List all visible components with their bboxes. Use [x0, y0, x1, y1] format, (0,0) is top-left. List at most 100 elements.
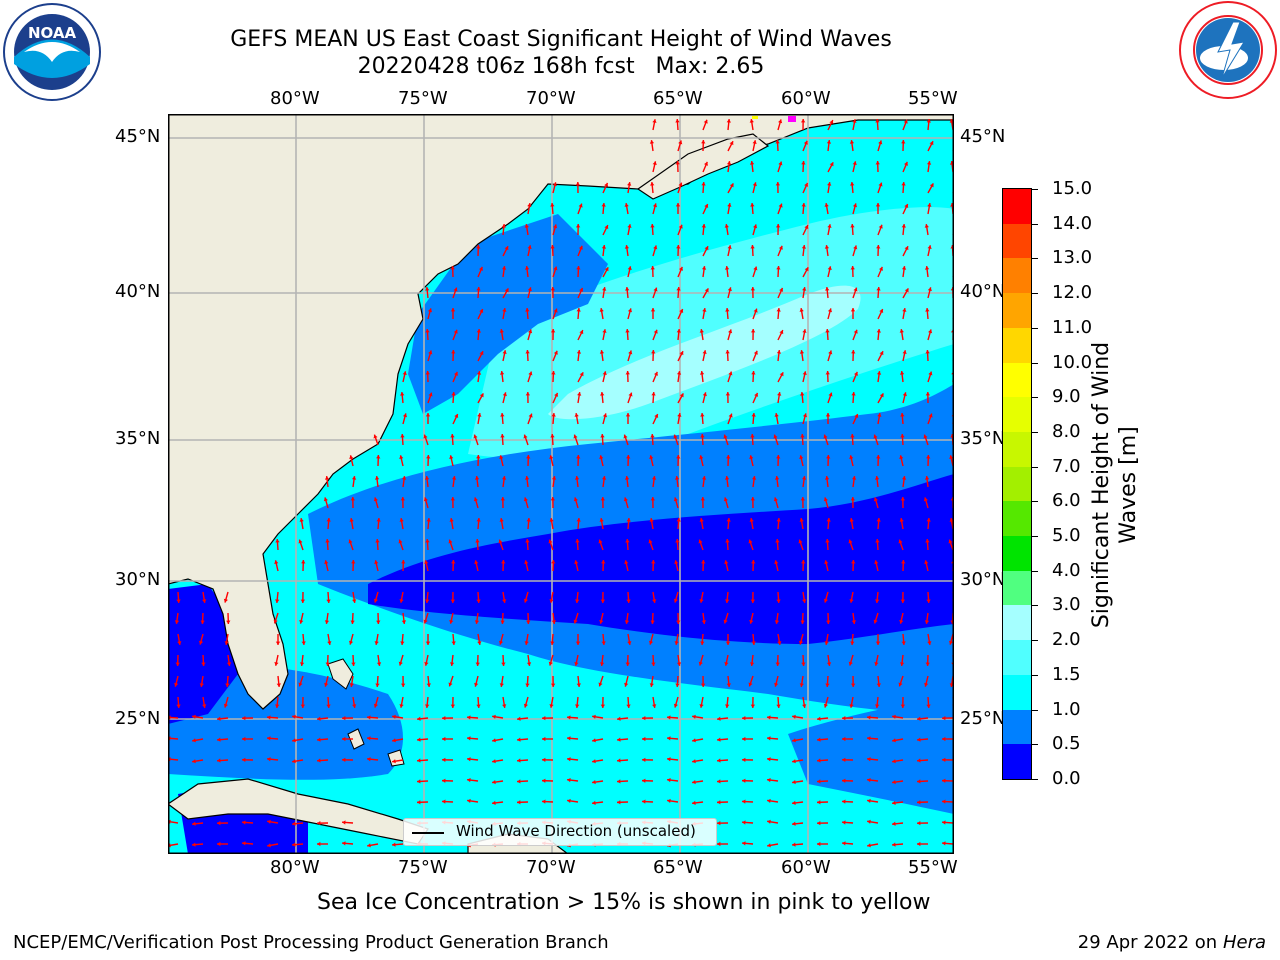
wave-direction-arrowhead: [699, 599, 704, 603]
wave-direction-arrowhead: [601, 245, 607, 249]
wave-direction-arrowhead: [392, 759, 396, 764]
wave-direction-arrowhead: [523, 497, 528, 502]
wave-direction-arrowhead: [776, 455, 781, 459]
wave-direction-arrowhead: [627, 641, 632, 645]
wave-direction-arrowhead: [842, 841, 846, 846]
wave-direction-arrowhead: [701, 224, 706, 228]
wave-direction-arrowhead: [523, 434, 528, 439]
land-bahamas: [327, 658, 405, 767]
wave-direction-arrowhead: [325, 662, 330, 666]
wave-direction-arrowhead: [525, 539, 530, 543]
wave-direction-arrowhead: [479, 393, 484, 398]
wave-direction-arrowhead: [573, 434, 578, 439]
wave-direction-arrowhead: [473, 497, 478, 502]
wave-direction-arrowhead: [879, 351, 884, 356]
wave-direction-arrowhead: [574, 662, 579, 666]
wave-direction-arrowhead: [367, 736, 371, 741]
wave-direction-arrowhead: [476, 518, 481, 522]
wave-direction-arrowhead: [867, 798, 871, 804]
wave-direction-arrowhead: [828, 350, 833, 355]
wave-direction-arrowhead: [401, 560, 406, 564]
wave-direction-arrowhead: [873, 619, 878, 624]
wave-direction-arrowhead: [842, 757, 846, 763]
wave-direction-arrowhead: [499, 455, 504, 460]
wave-direction-arrowhead: [625, 413, 631, 417]
wave-direction-arrowhead: [842, 715, 846, 721]
wave-direction-arrowhead: [499, 329, 504, 333]
wave-direction-arrowhead: [667, 757, 671, 762]
wave-direction-arrowhead: [292, 821, 296, 826]
wave-direction-arrowhead: [778, 245, 783, 250]
wave-direction-arrowhead: [417, 737, 421, 742]
wave-direction-arrowhead: [528, 371, 533, 376]
wave-direction-arrowhead: [651, 392, 656, 396]
wave-direction-arrowhead: [423, 497, 428, 502]
wave-direction-arrowhead: [600, 392, 605, 396]
wave-direction-arrowhead: [700, 641, 705, 645]
wave-direction-arrowhead: [373, 598, 378, 603]
wave-direction-arrowhead: [899, 371, 905, 375]
wave-direction-arrowhead: [704, 288, 709, 293]
wave-direction-arrowhead: [652, 599, 657, 603]
wave-direction-arrowhead: [492, 800, 496, 806]
wave-direction-arrowhead: [242, 820, 246, 825]
wave-direction-arrowhead: [942, 715, 946, 721]
wave-direction-arrowhead: [292, 759, 296, 764]
wave-direction-arrowhead: [425, 371, 430, 375]
wave-direction-arrowhead: [849, 599, 854, 603]
wave-direction-arrowhead: [579, 372, 584, 377]
wave-direction-arrowhead: [875, 203, 881, 207]
wave-direction-arrowhead: [925, 392, 931, 396]
wave-direction-arrowhead: [400, 434, 405, 438]
colorbar-title-line1: Significant Height of Wind: [1089, 341, 1114, 629]
wave-direction-arrowhead: [427, 308, 433, 313]
wave-direction-arrowhead: [775, 539, 780, 543]
wave-direction-arrowhead: [442, 778, 446, 783]
wave-direction-arrowhead: [917, 841, 921, 847]
wave-direction-arrowhead: [767, 777, 771, 783]
colorbar-tick-mark: [1032, 397, 1038, 399]
colorbar-tick-label: 13.0: [1052, 247, 1093, 269]
wave-direction-arrowhead: [392, 842, 396, 847]
wave-direction-arrowhead: [599, 662, 605, 666]
wave-direction-arrowhead: [502, 392, 507, 397]
wave-direction-arrowhead: [925, 308, 930, 312]
wave-direction-arrowhead: [700, 413, 705, 417]
wave-direction-arrowhead: [674, 476, 680, 480]
wave-direction-arrowhead: [524, 266, 530, 270]
wave-direction-arrowhead: [567, 777, 571, 783]
wave-direction-arrowhead: [867, 715, 871, 720]
wave-direction-arrowhead: [373, 434, 378, 439]
wave-direction-arrowhead: [425, 287, 430, 291]
wave-direction-arrowhead: [892, 821, 896, 826]
wave-direction-arrowhead: [604, 267, 609, 272]
wave-direction-arrowhead: [817, 779, 821, 784]
wave-direction-arrowhead: [701, 476, 707, 480]
wave-direction-arrowhead: [198, 640, 204, 645]
wave-direction-arrowhead: [526, 455, 531, 459]
wave-direction-arrowhead: [717, 800, 721, 805]
wave-direction-arrowhead: [777, 392, 782, 396]
wave-direction-arrowhead: [753, 224, 758, 229]
wave-direction-arrowhead: [467, 777, 471, 783]
wave-direction-arrowhead: [924, 682, 929, 687]
wave-direction-arrowhead: [652, 203, 658, 208]
wave-direction-arrowhead: [624, 682, 629, 687]
wave-direction-arrowhead: [775, 224, 781, 228]
wave-direction-arrowhead: [402, 371, 407, 376]
wave-direction-arrowhead: [576, 266, 581, 270]
wave-direction-arrowhead: [692, 800, 696, 806]
wave-direction-arrowhead: [948, 539, 953, 544]
wave-direction-arrowhead: [548, 661, 553, 666]
wave-direction-arrowhead: [650, 182, 655, 186]
wave-direction-arrowhead: [849, 140, 855, 144]
wave-direction-arrowhead: [449, 518, 454, 522]
wave-direction-arrowhead: [467, 798, 471, 804]
wave-direction-arrowhead: [501, 224, 506, 228]
wave-direction-arrowhead: [428, 392, 433, 397]
wave-direction-arrowhead: [650, 224, 655, 228]
wave-direction-arrowhead: [223, 598, 228, 603]
wave-band-blue-southeast: [788, 694, 954, 814]
wave-direction-arrowhead: [728, 413, 733, 418]
wave-direction-arrowhead: [925, 350, 930, 354]
